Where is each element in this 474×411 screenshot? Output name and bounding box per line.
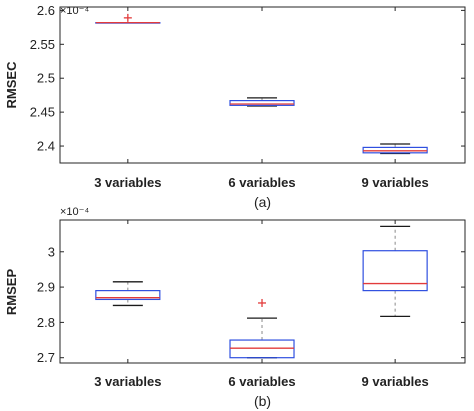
plot-frame — [59, 6, 466, 164]
box-3 — [362, 225, 428, 318]
y-tick-label: 3 — [48, 244, 55, 259]
y-axis-label: RMSEP — [4, 269, 19, 316]
box-2 — [229, 97, 295, 107]
box-1 — [95, 281, 161, 307]
box-2 — [229, 298, 295, 359]
category-label: 6 variables — [228, 374, 295, 389]
y-tick-label: 2.55 — [30, 37, 55, 52]
outlier-marker — [258, 298, 267, 307]
category-label: 3 variables — [94, 374, 161, 389]
panel-label: (b) — [254, 393, 271, 409]
axis-exponent-label: ×10⁻⁴ — [60, 5, 89, 17]
y-tick-label: 2.45 — [30, 105, 55, 120]
box-body — [95, 290, 161, 301]
box-body — [362, 250, 428, 292]
category-label: 3 variables — [94, 175, 161, 190]
y-tick-label: 2.8 — [37, 315, 55, 330]
y-tick-label: 2.4 — [37, 139, 55, 154]
box-1 — [95, 13, 161, 24]
category-label: 9 variables — [362, 374, 429, 389]
category-label: 6 variables — [228, 175, 295, 190]
box-body — [229, 99, 295, 106]
panel-a: 2.4 2.45 2.5 2.55 2.6 3 variables 6 variables 9… — [4, 3, 466, 210]
plot-frame — [59, 219, 466, 364]
y-tick-label: 2.5 — [37, 71, 55, 86]
y-axis-label: RMSEC — [4, 61, 19, 109]
panel-label: (a) — [254, 194, 271, 210]
category-label: 9 variables — [362, 175, 429, 190]
y-tick-label: 2.6 — [37, 3, 55, 18]
box-3 — [362, 143, 428, 155]
outlier-marker — [123, 13, 132, 22]
y-tick-label: 2.9 — [37, 280, 55, 295]
y-tick-label: 2.7 — [37, 350, 55, 365]
axis-exponent-label: ×10⁻⁴ — [60, 206, 89, 218]
panel-b: 2.7 2.8 2.9 3 3 variables 6 variables 9 variab… — [4, 206, 466, 409]
box-body — [229, 339, 295, 359]
box-body — [362, 146, 428, 154]
